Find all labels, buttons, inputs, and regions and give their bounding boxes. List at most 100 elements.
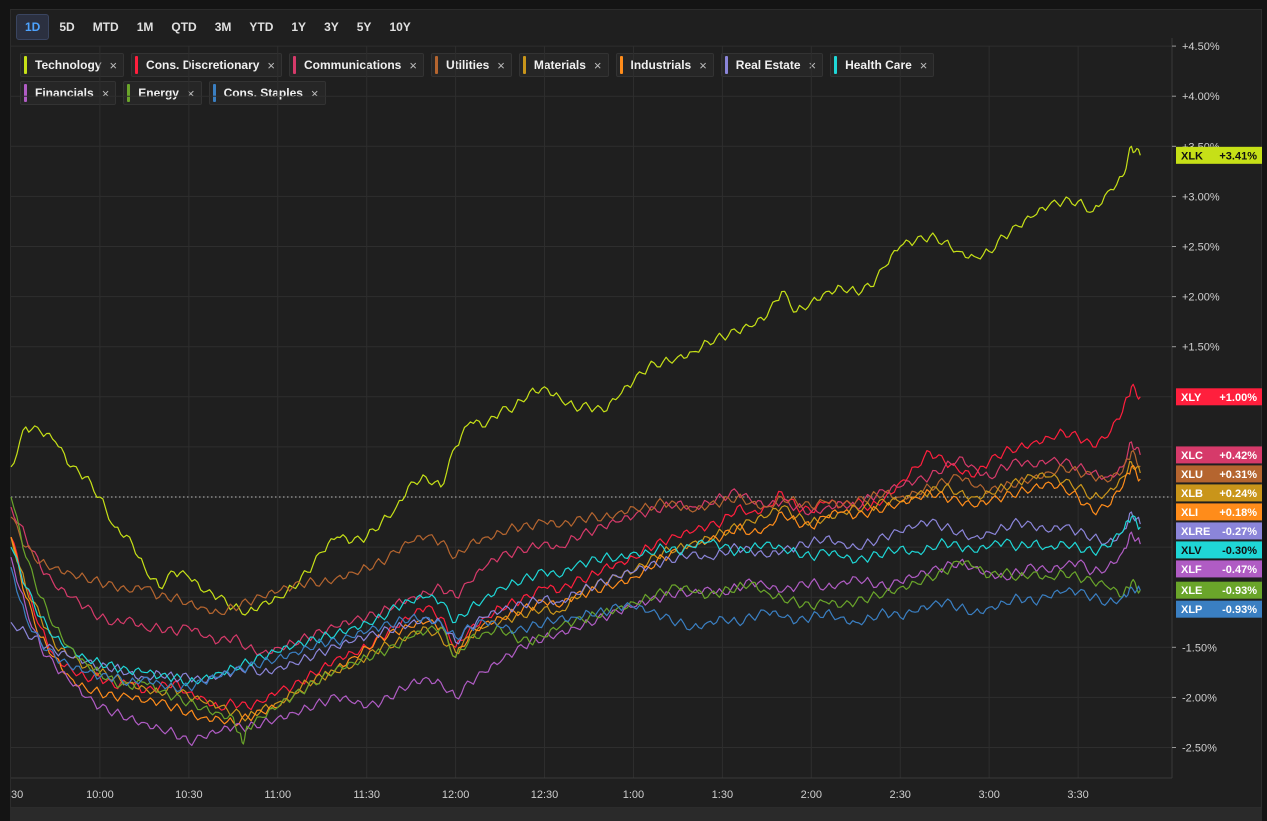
bottom-scroll-strip[interactable] xyxy=(10,808,1262,821)
price-tag-value: -0.30% xyxy=(1222,545,1257,557)
price-tag-bg xyxy=(1176,484,1262,502)
legend-label: Real Estate xyxy=(735,58,801,72)
close-icon[interactable]: × xyxy=(497,57,505,73)
sector-legend: Technology × Cons. Discretionary × Communica… xyxy=(20,53,980,105)
series-line-xlb xyxy=(10,460,1141,722)
price-tag-xle: XLE -0.93% xyxy=(1176,581,1262,599)
x-axis: 30 10:00 10:30 11:00 11:30 12:00 12:30 1:00 1:30… xyxy=(11,777,1172,801)
price-tag-value: -0.27% xyxy=(1222,526,1257,538)
series-lines xyxy=(10,145,1141,747)
legend-chip[interactable]: Cons. Discretionary × xyxy=(131,53,283,77)
timeframe-button-qtd[interactable]: QTD xyxy=(171,20,197,34)
timeframe-button-3m[interactable]: 3M xyxy=(214,20,232,34)
price-tag-bg xyxy=(1176,503,1262,521)
x-tick-label: 2:00 xyxy=(801,789,822,801)
close-icon[interactable]: × xyxy=(699,57,707,73)
series-line-xlc xyxy=(10,441,1141,656)
close-icon[interactable]: × xyxy=(593,57,602,73)
price-tag-symbol: XLB xyxy=(1181,488,1203,500)
price-tag-value: +1.00% xyxy=(1219,392,1257,404)
legend-color-swatch xyxy=(24,56,27,74)
legend-chip[interactable]: Real Estate × xyxy=(720,53,824,77)
price-tag-value: +0.42% xyxy=(1219,450,1257,462)
price-tag-symbol: XLI xyxy=(1181,507,1198,519)
x-tick-label: 11:00 xyxy=(264,789,291,801)
legend-label: Materials xyxy=(533,58,586,72)
legend-label: Communications xyxy=(304,58,402,72)
price-tag-value: -0.47% xyxy=(1222,564,1257,576)
price-tag-xly: XLY +1.00% xyxy=(1176,388,1262,406)
timeframe-button-1d[interactable]: 1D xyxy=(16,14,50,40)
x-tick-label: 1:00 xyxy=(623,789,644,801)
x-tick-label: 11:30 xyxy=(353,789,380,801)
legend-color-swatch xyxy=(724,56,728,74)
timeframe-button-5d[interactable]: 5D xyxy=(59,20,75,34)
y-tick-label: +1.50% xyxy=(1182,342,1220,354)
price-tag-symbol: XLV xyxy=(1181,545,1202,557)
price-tag-xlf: XLF -0.47% xyxy=(1176,560,1262,578)
timeframe-button-1m[interactable]: 1M xyxy=(136,20,154,34)
price-tags: XLK +3.41% XLY +1.00% XLC +0.42% XLU +0.31% XLB +… xyxy=(1176,146,1262,618)
x-tick-label: 10:30 xyxy=(175,789,203,801)
timeframe-toolbar: 1D 5D MTD 1M QTD 3M YTD 1Y 3Y 5Y 10Y xyxy=(16,14,419,40)
y-tick-label: +4.00% xyxy=(1182,91,1220,103)
legend-chip[interactable]: Health Care × xyxy=(830,53,935,77)
y-tick-label: -2.50% xyxy=(1182,743,1217,755)
legend-color-swatch xyxy=(522,56,526,74)
timeframe-button-3y[interactable]: 3Y xyxy=(324,20,339,34)
series-line-xlu xyxy=(10,449,1141,616)
y-tick-label: +2.50% xyxy=(1182,242,1220,254)
series-line-xlk xyxy=(10,145,1141,616)
price-tag-bg xyxy=(1176,581,1262,599)
price-tag-xlu: XLU +0.31% xyxy=(1176,465,1262,483)
price-tag-xlv: XLV -0.30% xyxy=(1176,541,1262,559)
close-icon[interactable]: × xyxy=(267,57,276,73)
timeframe-button-5y[interactable]: 5Y xyxy=(356,20,372,34)
price-tag-symbol: XLF xyxy=(1181,564,1202,576)
legend-chip[interactable]: Industrials × xyxy=(615,53,714,77)
series-line-xly xyxy=(10,383,1141,711)
close-icon[interactable]: × xyxy=(409,57,417,73)
legend-label: Cons. Discretionary xyxy=(146,58,260,72)
price-tag-xli: XLI +0.18% xyxy=(1176,503,1262,521)
price-tag-xlk: XLK +3.41% xyxy=(1176,146,1262,164)
legend-chip[interactable]: Materials × xyxy=(518,53,609,77)
price-tag-symbol: XLE xyxy=(1181,585,1202,597)
legend-label: Health Care xyxy=(845,58,912,72)
legend-chip[interactable]: Utilities × xyxy=(430,53,512,77)
close-icon[interactable]: × xyxy=(310,85,319,101)
x-tick-label: 12:30 xyxy=(531,789,559,801)
price-tag-xlb: XLB +0.24% xyxy=(1176,484,1262,502)
x-tick-label: 3:00 xyxy=(978,789,999,801)
y-tick-label: +4.50% xyxy=(1182,41,1220,53)
timeframe-button-ytd[interactable]: YTD xyxy=(249,20,274,34)
series-line-xlf xyxy=(10,531,1141,747)
close-icon[interactable]: × xyxy=(808,57,817,73)
price-tag-bg xyxy=(1176,522,1262,540)
price-tag-bg xyxy=(1176,446,1262,464)
chart-panel xyxy=(10,9,1262,808)
timeframe-button-10y[interactable]: 10Y xyxy=(389,20,411,34)
y-tick-label: +3.00% xyxy=(1182,191,1220,203)
legend-color-swatch xyxy=(212,84,216,102)
price-tag-xlc: XLC +0.42% xyxy=(1176,446,1262,464)
legend-chip[interactable]: Technology × xyxy=(20,53,125,77)
close-icon[interactable]: × xyxy=(919,57,928,73)
price-tag-symbol: XLK xyxy=(1181,150,1203,162)
legend-chip[interactable]: Cons. Staples × xyxy=(208,81,326,105)
timeframe-button-1y[interactable]: 1Y xyxy=(291,20,307,34)
price-tag-bg xyxy=(1176,388,1262,406)
timeframe-button-mtd[interactable]: MTD xyxy=(92,20,119,34)
close-icon[interactable]: × xyxy=(109,57,118,73)
legend-chip[interactable]: Communications × xyxy=(289,53,424,77)
close-icon[interactable]: × xyxy=(101,85,110,101)
price-tag-value: +3.41% xyxy=(1219,150,1257,162)
price-tag-bg xyxy=(1176,560,1262,578)
legend-label: Industrials xyxy=(630,58,692,72)
price-tag-bg xyxy=(1176,600,1262,618)
price-tag-symbol: XLU xyxy=(1181,469,1203,481)
y-tick-label: +2.00% xyxy=(1182,292,1220,304)
close-icon[interactable]: × xyxy=(186,85,195,101)
